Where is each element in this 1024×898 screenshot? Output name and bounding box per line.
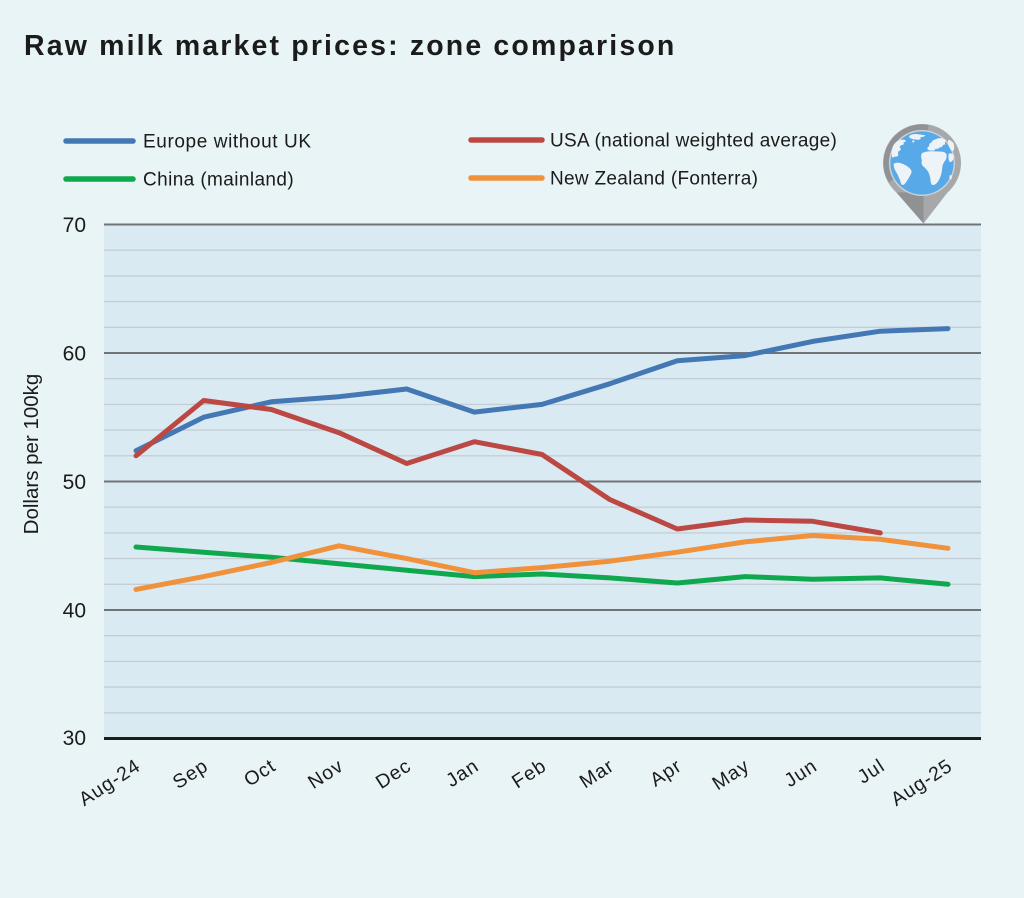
- svg-text:Raw milk market prices: zone c: Raw milk market prices: zone comparison: [24, 30, 676, 62]
- svg-text:40: 40: [63, 600, 86, 623]
- svg-text:USA (national weighted average: USA (national weighted average): [550, 131, 837, 152]
- svg-text:Dollars per 100kg: Dollars per 100kg: [20, 374, 43, 535]
- svg-text:Europe without UK: Europe without UK: [143, 132, 312, 153]
- svg-text:New Zealand (Fonterra): New Zealand (Fonterra): [550, 169, 758, 190]
- svg-text:60: 60: [63, 343, 86, 366]
- svg-text:30: 30: [63, 727, 86, 750]
- svg-text:China (mainland): China (mainland): [143, 170, 294, 191]
- svg-text:50: 50: [63, 471, 86, 494]
- svg-text:70: 70: [63, 214, 86, 237]
